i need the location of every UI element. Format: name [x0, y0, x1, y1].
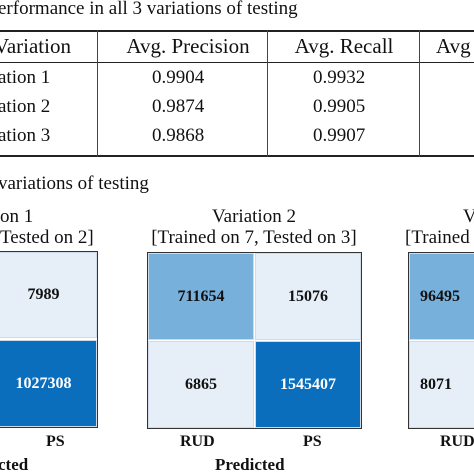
table-top-rule — [0, 30, 474, 32]
matrix-3-cell-bottom-left: 8071 — [409, 341, 474, 428]
matrix-2-title: Variation 2 — [212, 206, 296, 227]
matrix-1-frame — [0, 251, 98, 428]
matrix-1-cell-top-right: 7989 — [0, 252, 97, 338]
header-avg-f1: Avg — [436, 34, 471, 58]
table-bottom-rule — [0, 155, 474, 157]
row-1-recall: 0.9932 — [313, 67, 366, 88]
matrix-2-cell-bottom-left: 6865 — [148, 341, 254, 428]
matrix-2-frame — [147, 252, 362, 429]
row-2-variation: ation 2 — [0, 96, 51, 117]
row-3-recall: 0.9907 — [313, 125, 366, 146]
matrix-1-xlabel: cted — [0, 455, 29, 474]
matrix-1-xtick-ps: PS — [46, 433, 65, 450]
header-avg-recall: Avg. Recall — [294, 34, 394, 58]
matrix-3-cell-top-left: 96495 — [409, 253, 474, 340]
matrix-1-title: on 1 — [0, 206, 34, 227]
header-avg-precision: Avg. Precision — [126, 34, 250, 58]
matrix-2-cell-top-left: 711654 — [148, 253, 254, 340]
matrix-1-subtitle: Tested on 2] — [0, 227, 94, 248]
table-header-rule — [0, 62, 474, 63]
row-1-variation: ation 1 — [0, 67, 51, 88]
matrix-3-cell-top-left-value: 96495 — [420, 287, 460, 305]
matrix-2-cell-bottom-right: 1545407 — [255, 341, 361, 428]
table-col-divider — [419, 30, 420, 157]
matrix-3-cell-bottom-left-value: 8071 — [420, 375, 452, 393]
matrix-2-cell-top-right: 15076 — [255, 253, 361, 340]
matrix-2-xtick-ps: PS — [303, 433, 322, 450]
row-3-variation: ation 3 — [0, 125, 51, 146]
matrix-2-subtitle: [Trained on 7, Tested on 3] — [151, 227, 357, 248]
header-variation: Variation — [0, 34, 71, 58]
matrix-2-xlabel: Predicted — [215, 455, 285, 474]
matrix-3-frame — [408, 252, 474, 429]
figure-caption: variations of testing — [0, 173, 149, 194]
row-3-precision: 0.9868 — [152, 125, 205, 146]
table-caption: erformance in all 3 variations of testin… — [0, 0, 298, 19]
matrix-3-xtick-rud: RUD — [440, 433, 474, 450]
matrix-3-subtitle: [Trained — [405, 227, 470, 248]
row-1-precision: 0.9904 — [152, 67, 205, 88]
row-2-recall: 0.9905 — [313, 96, 366, 117]
row-2-precision: 0.9874 — [152, 96, 205, 117]
table-col-divider — [267, 30, 268, 157]
table-col-divider — [97, 30, 98, 157]
matrix-3-title: V — [463, 206, 474, 227]
matrix-1-cell-bottom-right: 1027308 — [0, 340, 97, 427]
matrix-2-xtick-rud: RUD — [180, 433, 215, 450]
